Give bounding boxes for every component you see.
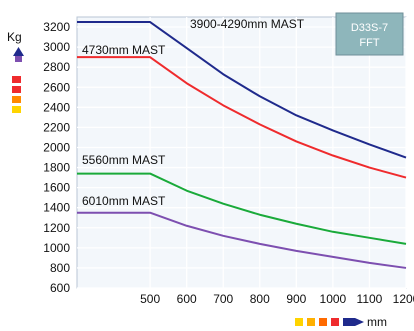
series-point (76, 212, 78, 214)
y-arrow-block-1 (12, 76, 21, 83)
x-tick-label: 1200 (393, 292, 414, 306)
series-line-3 (77, 172, 407, 245)
x-arrow-block-1 (295, 318, 303, 326)
series-point (332, 130, 334, 132)
labels-group: 3900-4290mm MAST 4730mm MAST 5560mm MAST 60… (82, 17, 305, 208)
series-point (295, 223, 297, 225)
model-box-line2: FFT (359, 37, 379, 49)
series-point (186, 190, 188, 192)
plot-background-group (76, 16, 407, 289)
y-tick-label: 2000 (43, 140, 70, 154)
x-arrow-block-2 (307, 318, 315, 326)
series-point (186, 47, 188, 49)
series-point (222, 235, 224, 237)
series-point (332, 231, 334, 233)
series-point (405, 177, 407, 179)
model-box-background (335, 12, 404, 56)
y-tick-label: 2200 (43, 120, 70, 134)
series-line-2 (77, 56, 407, 179)
x-tick-label: 700 (213, 292, 233, 306)
y-tick-label: 2400 (43, 100, 70, 114)
x-tick-label: 900 (286, 292, 306, 306)
series-line-1 (77, 21, 407, 159)
series-point (332, 256, 334, 258)
series-label-2: 4730mm MAST (82, 43, 166, 57)
series-point (295, 141, 297, 143)
series-line-4 (77, 211, 407, 269)
series-point (186, 82, 188, 84)
series-point (405, 267, 407, 269)
series-point (369, 237, 371, 239)
series-point (369, 144, 371, 146)
series-point (369, 262, 371, 264)
y-tick-label: 1000 (43, 241, 70, 255)
series-point (76, 173, 78, 175)
x-arrow-block-4 (331, 318, 339, 326)
grid-group (77, 17, 407, 289)
series-point (259, 214, 261, 216)
model-box-line1: D33S-7 (351, 22, 388, 34)
y-tick-label: 1200 (43, 221, 70, 235)
y-arrow-head (13, 47, 24, 56)
series-point (405, 157, 407, 159)
series-point (332, 155, 334, 157)
x-tick-label: 500 (140, 292, 160, 306)
y-tick-label: 3000 (43, 40, 70, 54)
series-point (259, 95, 261, 97)
axis-group: 600 800 1000 1200 1400 1600 1800 2000 2200 2400 26… (43, 20, 414, 306)
series-label-3: 5560mm MAST (82, 153, 166, 167)
y-tick-label: 1600 (43, 181, 70, 195)
y-tick-label: 2600 (43, 80, 70, 94)
y-arrow-block-4 (12, 106, 21, 113)
series-label-4: 6010mm MAST (82, 194, 166, 208)
series-point (186, 225, 188, 227)
series-point (222, 104, 224, 106)
y-tick-label: 1400 (43, 201, 70, 215)
series-group (76, 21, 407, 269)
series-point (222, 73, 224, 75)
y-arrow-block-2 (12, 86, 21, 93)
x-tick-label: 600 (177, 292, 197, 306)
series-point (76, 56, 78, 58)
series-point (222, 203, 224, 205)
x-axis-unit-label: mm (367, 315, 387, 329)
x-arrow-head (343, 318, 364, 326)
decoration-group (12, 47, 364, 326)
series-point (369, 167, 371, 169)
x-tick-label: 1000 (320, 292, 347, 306)
y-tick-label: 600 (50, 281, 70, 295)
series-point (149, 21, 151, 23)
series-point (295, 250, 297, 252)
y-arrow-block-3 (12, 96, 21, 103)
series-point (295, 114, 297, 116)
series-point (76, 21, 78, 23)
y-arrow-stem (15, 56, 22, 62)
series-point (149, 212, 151, 214)
y-tick-label: 1800 (43, 161, 70, 175)
series-point (405, 243, 407, 245)
series-point (149, 173, 151, 175)
series-point (259, 123, 261, 125)
model-box: D33S-7 FFT (335, 12, 404, 56)
y-tick-label: 800 (50, 261, 70, 275)
series-point (259, 243, 261, 245)
y-tick-label: 2800 (43, 60, 70, 74)
x-tick-label: 1100 (357, 292, 383, 306)
y-axis-unit-label: Kg (7, 30, 22, 44)
plot-area (76, 16, 407, 289)
y-tick-label: 3200 (43, 20, 70, 34)
series-label-1: 3900-4290mm MAST (190, 17, 305, 31)
x-arrow-block-3 (319, 318, 327, 326)
x-tick-label: 800 (250, 292, 270, 306)
